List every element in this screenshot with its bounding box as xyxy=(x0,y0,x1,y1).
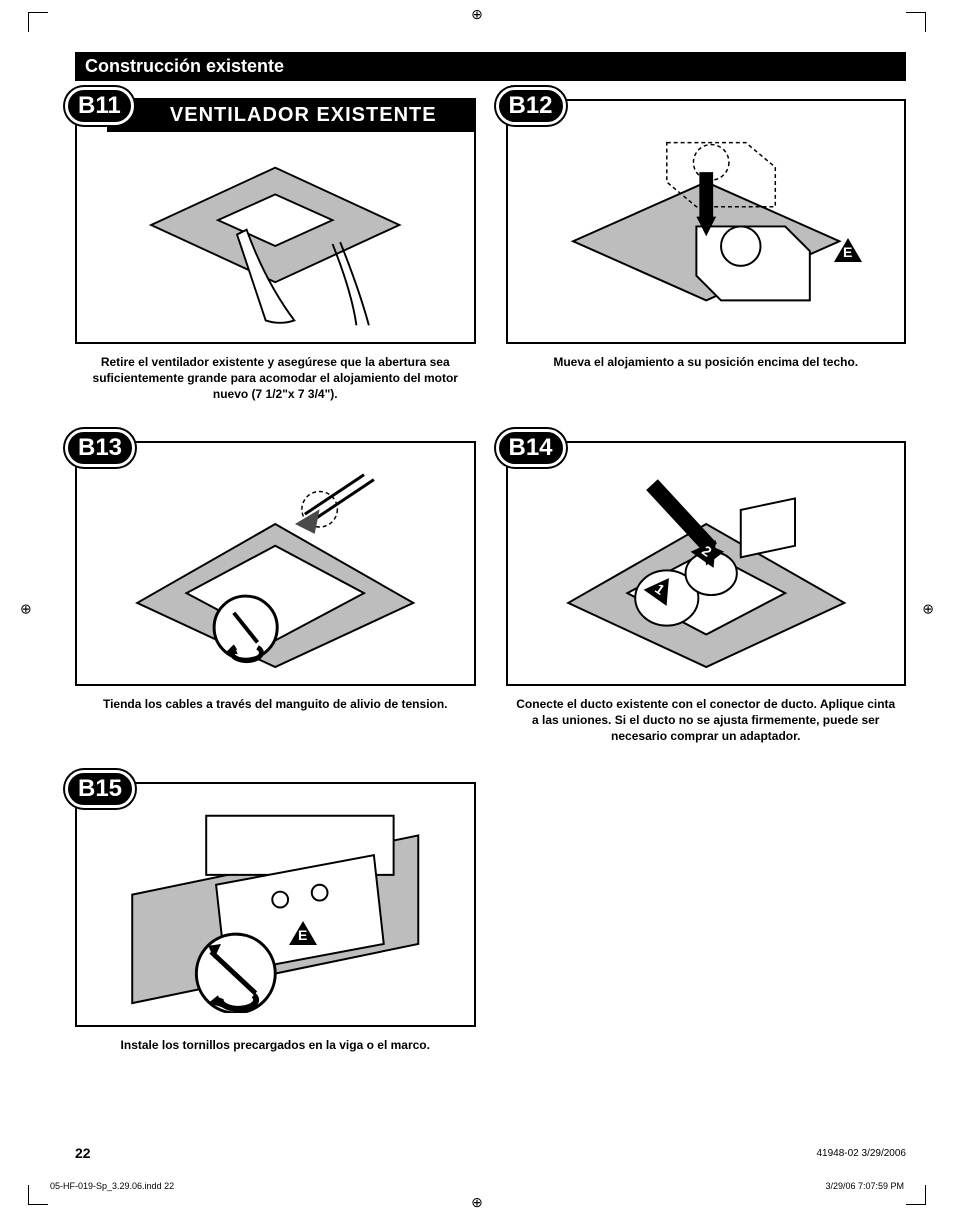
diagram-b13 xyxy=(89,455,462,672)
crop-mark xyxy=(28,1185,48,1205)
step-b15: B15 E xyxy=(75,782,476,1053)
step-caption: Instale los tornillos precargados en la … xyxy=(75,1037,476,1053)
steps-grid: VENTILADOR EXISTENTE B11 Retire el venti… xyxy=(75,99,906,1053)
crop-mark xyxy=(906,1185,926,1205)
diagram-b11 xyxy=(89,139,462,330)
step-badge: B12 xyxy=(496,87,566,125)
step-title: VENTILADOR EXISTENTE xyxy=(107,98,476,132)
callout-label: E xyxy=(843,244,852,260)
step-b13: B13 Tienda los ca xyxy=(75,441,476,745)
diagram-b12: E xyxy=(520,113,893,330)
step-badge: B14 xyxy=(496,429,566,467)
registration-mark: ⊕ xyxy=(922,600,934,617)
crop-mark xyxy=(28,12,48,32)
diagram-b15: E xyxy=(89,796,462,1013)
figure-b11: VENTILADOR EXISTENTE B11 xyxy=(75,99,476,344)
registration-mark: ⊕ xyxy=(20,600,32,617)
page-number: 22 xyxy=(75,1145,91,1161)
step-badge: B13 xyxy=(65,429,135,467)
step-b14: B14 1 2 xyxy=(506,441,907,745)
registration-mark: ⊕ xyxy=(471,6,483,23)
registration-mark: ⊕ xyxy=(471,1194,483,1211)
figure-b13: B13 xyxy=(75,441,476,686)
step-badge: B11 xyxy=(65,87,134,125)
callout-label: 1 xyxy=(652,580,668,598)
step-badge: B15 xyxy=(65,770,135,808)
footer-left: 05-HF-019-Sp_3.29.06.indd 22 xyxy=(50,1181,174,1191)
page-content: Construcción existente VENTILADOR EXISTE… xyxy=(75,52,906,1165)
callout-label: E xyxy=(298,927,307,943)
step-caption: Retire el ventilador existente y asegúre… xyxy=(75,354,476,403)
document-id: 41948-02 3/29/2006 xyxy=(816,1148,906,1159)
figure-b15: B15 E xyxy=(75,782,476,1027)
callout-label: 2 xyxy=(699,542,715,560)
step-b11: VENTILADOR EXISTENTE B11 Retire el venti… xyxy=(75,99,476,403)
footer-indd: 05-HF-019-Sp_3.29.06.indd 22 3/29/06 7:0… xyxy=(50,1181,904,1191)
step-caption: Conecte el ducto existente con el conect… xyxy=(506,696,907,745)
section-title-bar: Construcción existente xyxy=(75,52,906,81)
step-caption: Tienda los cables a través del manguito … xyxy=(75,696,476,712)
figure-b14: B14 1 2 xyxy=(506,441,907,686)
callout-e: E xyxy=(289,921,317,945)
step-caption: Mueva el alojamiento a su posición encim… xyxy=(506,354,907,370)
figure-b12: B12 E xyxy=(506,99,907,344)
crop-mark xyxy=(906,12,926,32)
footer-right: 3/29/06 7:07:59 PM xyxy=(825,1181,904,1191)
callout-e: E xyxy=(834,238,862,262)
step-b12: B12 E Mueva el alojami xyxy=(506,99,907,403)
diagram-b14: 1 2 xyxy=(520,455,893,672)
